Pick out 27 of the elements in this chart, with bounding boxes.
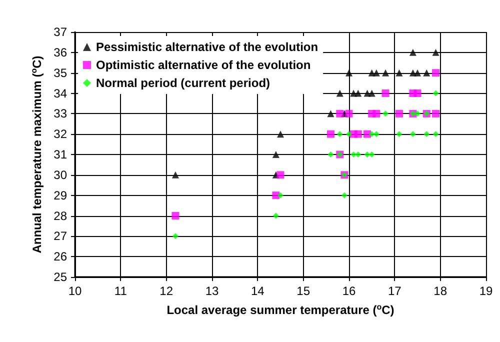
x-tick-label: 19 (479, 284, 493, 298)
y-tick-label: 26 (54, 250, 68, 264)
y-tick-label: 32 (54, 127, 68, 142)
y-tick-label: 27 (54, 229, 68, 244)
x-tick-label: 13 (205, 284, 219, 298)
x-tick-label: 16 (342, 284, 356, 298)
y-tick-label: 28 (54, 208, 68, 223)
x-tick-label: 18 (434, 284, 448, 298)
legend-label: Normal period (current period) (96, 76, 270, 90)
y-tick-label: 35 (54, 66, 68, 80)
x-tick-label: 12 (160, 284, 174, 298)
x-tick-label: 17 (388, 284, 402, 298)
y-tick-label: 30 (54, 168, 68, 182)
legend-label: Optimistic alternative of the evolution (96, 58, 311, 72)
x-tick-label: 10 (68, 284, 82, 298)
y-tick-label: 36 (54, 45, 68, 60)
x-tick-label: 15 (296, 284, 310, 298)
legend-label: Pessimistic alternative of the evolution (96, 40, 318, 54)
x-tick-label: 11 (114, 284, 128, 298)
y-tick-label: 34 (54, 86, 68, 100)
y-tick-label: 31 (54, 148, 68, 162)
y-tick-label: 33 (54, 106, 68, 121)
y-tick-label: 37 (54, 25, 68, 39)
y-tick-label: 25 (54, 270, 68, 284)
y-tick-label: 29 (54, 188, 68, 202)
y-axis-title: Annual temperature maximum (oC) (29, 56, 44, 254)
x-tick-label: 14 (250, 284, 265, 298)
